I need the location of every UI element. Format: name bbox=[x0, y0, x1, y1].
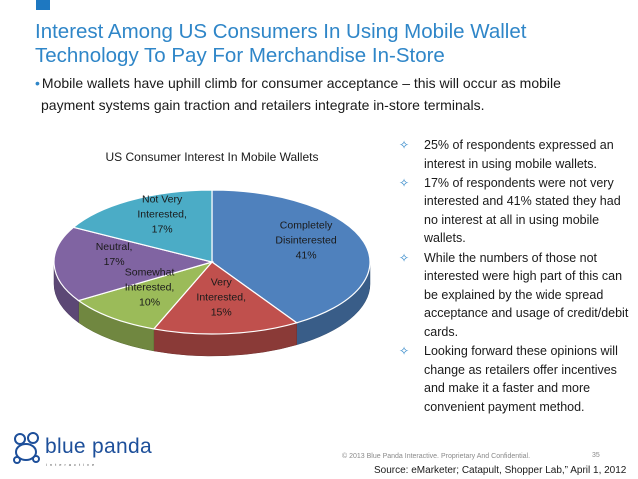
bullet-item: ✧ Looking forward these opinions will cha… bbox=[397, 342, 629, 416]
sparkle-bullet-icon: ✧ bbox=[399, 138, 410, 152]
slice-value-label: 17% bbox=[104, 256, 125, 268]
blue-panda-logo: blue panda interactive bbox=[12, 430, 152, 475]
bullet-text: 17% of respondents were not very interes… bbox=[424, 175, 621, 246]
slice-category-label: Not Very bbox=[142, 194, 183, 206]
bullet-list: ✧ 25% of respondents expressed an interes… bbox=[397, 136, 629, 417]
bullet-item: ✧ While the numbers of those not interest… bbox=[397, 249, 629, 342]
pie-slice bbox=[152, 261, 299, 335]
slide-subtitle: • Mobile wallets have uphill climb for co… bbox=[35, 72, 630, 116]
slice-category-label: Completely bbox=[280, 220, 333, 232]
sparkle-bullet-icon: ✧ bbox=[399, 250, 410, 265]
sparkle-bullet-icon: ✧ bbox=[399, 175, 410, 190]
subtitle-line-1: Mobile wallets have uphill climb for con… bbox=[41, 75, 561, 91]
slice-category-label: Interested, bbox=[125, 281, 175, 293]
slice-category-label: Very bbox=[211, 276, 233, 288]
slice-value-label: 41% bbox=[296, 250, 317, 262]
slice-category-label: Interested, bbox=[196, 291, 246, 303]
slice-value-label: 10% bbox=[139, 296, 160, 308]
pie-slice bbox=[77, 260, 214, 330]
slice-value-label: 17% bbox=[152, 224, 173, 236]
subtitle-bullet: • bbox=[35, 75, 40, 91]
slice-category-label: Somewhat bbox=[125, 266, 175, 278]
slice-category-label: Neutral, bbox=[96, 241, 133, 253]
sparkle-bullet-icon: ✧ bbox=[399, 344, 410, 359]
slice-value-label: 15% bbox=[211, 306, 232, 318]
paw-logo-icon bbox=[13, 432, 40, 464]
source-citation: Source: eMarketer; Catapult, Shopper Lab… bbox=[374, 465, 627, 476]
chart-title: US Consumer Interest In Mobile Wallets bbox=[106, 150, 319, 164]
slide-title: Interest Among US Consumers In Using Mob… bbox=[35, 20, 527, 67]
bullet-text: Looking forward these opinions will chan… bbox=[424, 344, 618, 414]
bullet-item: ✧ 25% of respondents expressed an interes… bbox=[397, 136, 629, 173]
bullet-text: While the numbers of those not intereste… bbox=[424, 250, 629, 339]
bullet-item: ✧ 17% of respondents were not very intere… bbox=[397, 174, 629, 248]
pie-slice bbox=[72, 189, 213, 263]
slice-category-label: Interested, bbox=[137, 209, 187, 221]
slice-category-label: Disinterested bbox=[275, 235, 336, 247]
pie-slice bbox=[211, 189, 371, 324]
copyright-notice: © 2013 Blue Panda Interactive. Proprieta… bbox=[342, 453, 531, 460]
pie-slice bbox=[53, 226, 215, 302]
subtitle-line-2: payment systems gain traction and retail… bbox=[41, 97, 485, 113]
brand-name: blue panda bbox=[45, 435, 152, 458]
brand-tagline: interactive bbox=[46, 462, 98, 467]
page-number: 35 bbox=[592, 452, 600, 459]
pie-top-group bbox=[53, 189, 371, 335]
bullet-text: 25% of respondents expressed an interest… bbox=[424, 138, 614, 171]
corner-tab-decoration bbox=[36, 0, 50, 10]
